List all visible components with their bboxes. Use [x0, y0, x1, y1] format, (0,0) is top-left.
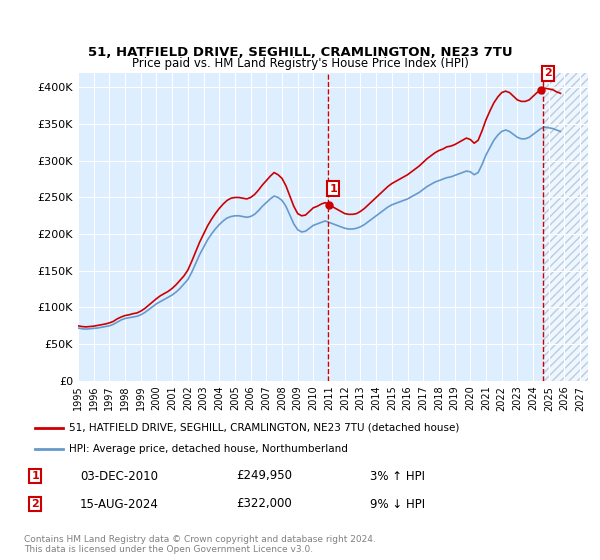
Text: 03-DEC-2010: 03-DEC-2010 — [80, 469, 158, 483]
Text: 1: 1 — [31, 471, 39, 481]
Text: 2: 2 — [544, 68, 552, 78]
Text: Contains HM Land Registry data © Crown copyright and database right 2024.
This d: Contains HM Land Registry data © Crown c… — [24, 535, 376, 554]
Text: 9% ↓ HPI: 9% ↓ HPI — [370, 497, 425, 511]
Bar — [543, 73, 588, 381]
Text: Price paid vs. HM Land Registry's House Price Index (HPI): Price paid vs. HM Land Registry's House … — [131, 57, 469, 70]
Text: 2: 2 — [31, 499, 39, 509]
Text: 3% ↑ HPI: 3% ↑ HPI — [370, 469, 425, 483]
Bar — [543, 73, 588, 381]
Text: £322,000: £322,000 — [236, 497, 292, 511]
Text: 1: 1 — [329, 184, 337, 194]
Text: £249,950: £249,950 — [236, 469, 292, 483]
Text: 15-AUG-2024: 15-AUG-2024 — [80, 497, 158, 511]
Text: HPI: Average price, detached house, Northumberland: HPI: Average price, detached house, Nort… — [68, 444, 347, 454]
Text: 51, HATFIELD DRIVE, SEGHILL, CRAMLINGTON, NE23 7TU: 51, HATFIELD DRIVE, SEGHILL, CRAMLINGTON… — [88, 46, 512, 59]
Text: 51, HATFIELD DRIVE, SEGHILL, CRAMLINGTON, NE23 7TU (detached house): 51, HATFIELD DRIVE, SEGHILL, CRAMLINGTON… — [68, 423, 459, 433]
